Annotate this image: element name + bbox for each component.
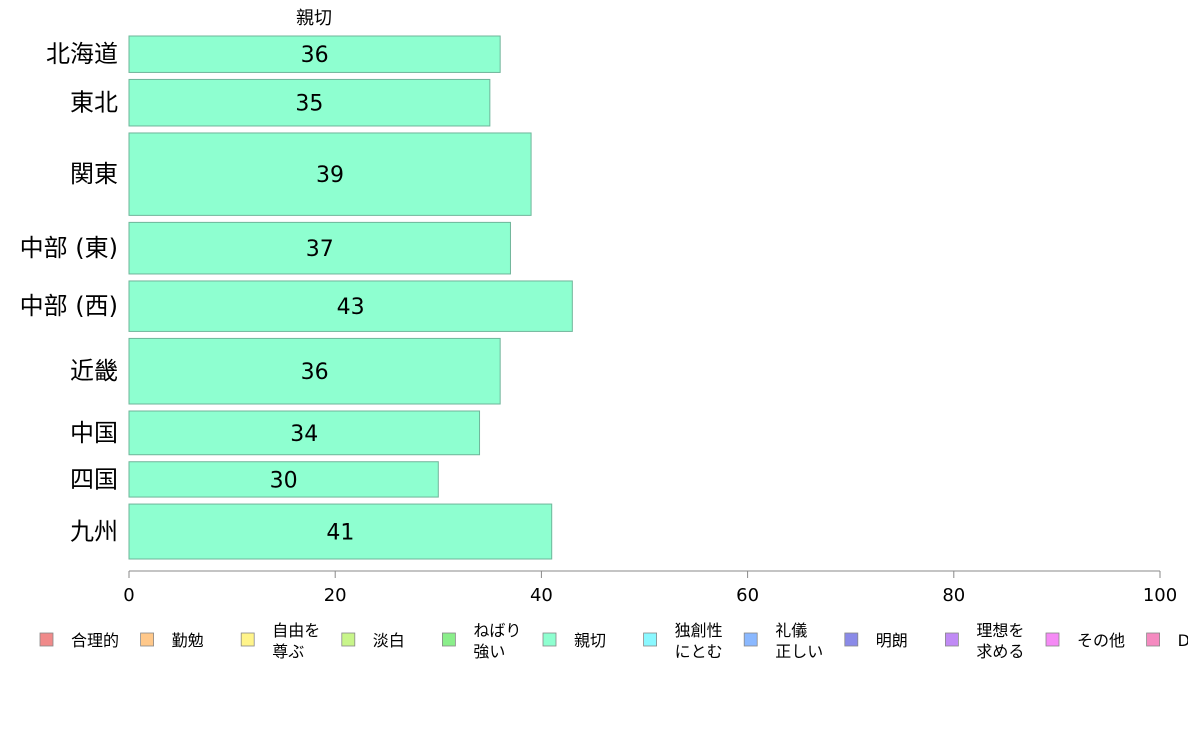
series-title: 親切 [296, 8, 332, 29]
bar [128, 503, 553, 560]
x-tick-label: 20 [324, 585, 347, 606]
legend-swatch [341, 632, 356, 647]
category-label: 近畿 [70, 357, 118, 385]
legend-swatch [441, 632, 456, 647]
legend-label: その他 [1077, 631, 1125, 650]
data-label: 39 [316, 163, 344, 188]
bar [128, 337, 501, 405]
x-tick-label: 80 [942, 585, 965, 606]
legend-label: 淡白 [373, 631, 405, 650]
bar [128, 280, 573, 332]
legend-swatch [240, 632, 255, 647]
category-label: 東北 [70, 89, 118, 117]
legend-swatch [743, 632, 758, 647]
legend-swatch [1045, 632, 1060, 647]
bar [128, 221, 511, 275]
legend-label: 礼儀 [775, 621, 807, 640]
legend-label: 勤勉 [172, 631, 204, 650]
legend-label: 正しい [775, 642, 823, 661]
category-label: 中部 (東) [20, 234, 118, 262]
bar [128, 35, 501, 73]
legend-label: 合理的 [71, 631, 119, 650]
legend-swatch [945, 632, 959, 647]
category-label: 四国 [70, 465, 118, 493]
legend-label: 尊ぶ [272, 642, 304, 661]
data-label: 43 [337, 295, 365, 320]
legend-label: 理想を [976, 621, 1024, 640]
legend-swatch [39, 632, 54, 647]
category-label: 九州 [70, 518, 118, 546]
category-label: 北海道 [46, 40, 118, 68]
legend-swatch [140, 632, 155, 647]
x-tick-label: 100 [1143, 585, 1177, 606]
x-tick-label: 40 [530, 585, 553, 606]
data-label: 35 [295, 92, 323, 117]
x-tick-label: 60 [736, 585, 759, 606]
legend-swatch [844, 632, 859, 647]
bar [128, 461, 439, 498]
legend-label: 自由を [272, 621, 320, 640]
data-label: 41 [326, 521, 354, 546]
data-label: 30 [270, 468, 298, 493]
bar [128, 78, 491, 127]
legend-label: 求める [976, 642, 1024, 661]
legend-label: D [1178, 631, 1188, 650]
x-axis: 0 20 40 60 80 100 [123, 570, 1177, 606]
bar [128, 132, 532, 216]
legend-label: 強い [473, 642, 505, 661]
legend-swatch [643, 632, 657, 647]
legend-swatch [1146, 632, 1160, 647]
legend-label: 独創性 [675, 621, 723, 640]
category-label: 中国 [70, 419, 118, 447]
legend-label: ねばり [473, 621, 521, 640]
legend-label: 親切 [574, 631, 606, 650]
category-label: 関東 [70, 160, 118, 188]
legend-label: にとむ [675, 642, 723, 661]
category-label: 中部 (西) [20, 292, 118, 320]
x-tick-label: 0 [123, 585, 134, 606]
bar [128, 410, 481, 456]
legend-swatch [542, 632, 557, 647]
legend-label: 明朗 [876, 631, 908, 650]
data-label: 37 [306, 237, 334, 262]
data-label: 36 [301, 43, 329, 68]
data-label: 36 [301, 360, 329, 385]
data-label: 34 [290, 422, 318, 447]
